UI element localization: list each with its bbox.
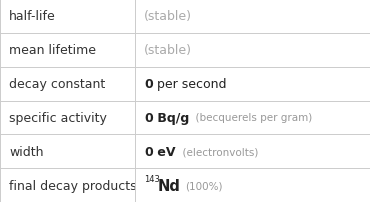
Text: 0: 0 — [144, 111, 153, 124]
Text: (electronvolts): (electronvolts) — [175, 146, 258, 157]
Text: half-life: half-life — [9, 10, 56, 23]
Text: decay constant: decay constant — [9, 78, 105, 91]
Text: (100%): (100%) — [185, 180, 223, 190]
Text: Bq/g: Bq/g — [153, 111, 189, 124]
Text: final decay products: final decay products — [9, 179, 137, 192]
Text: 0: 0 — [144, 78, 153, 91]
Text: (stable): (stable) — [144, 44, 192, 57]
Text: specific activity: specific activity — [9, 111, 107, 124]
Text: 0: 0 — [144, 145, 153, 158]
Text: 143: 143 — [144, 174, 160, 183]
Text: (becquerels per gram): (becquerels per gram) — [189, 113, 313, 123]
Text: width: width — [9, 145, 44, 158]
Text: eV: eV — [153, 145, 175, 158]
Text: mean lifetime: mean lifetime — [9, 44, 96, 57]
Text: per second: per second — [153, 78, 226, 91]
Text: Nd: Nd — [158, 178, 181, 193]
Text: (stable): (stable) — [144, 10, 192, 23]
